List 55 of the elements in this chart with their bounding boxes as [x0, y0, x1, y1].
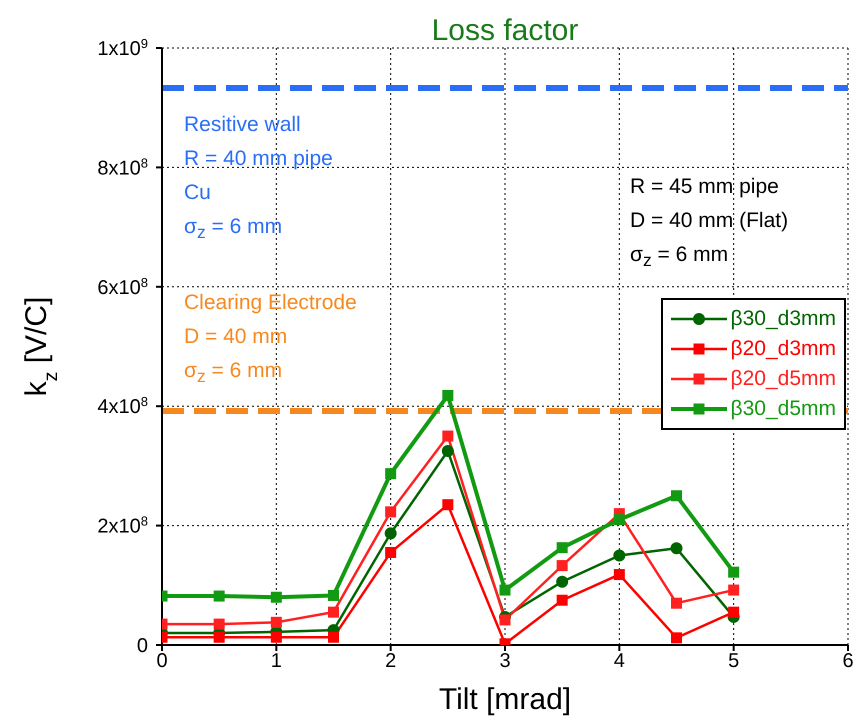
point: [270, 616, 282, 628]
point: [328, 590, 339, 601]
point: [671, 490, 682, 502]
y-tick-label: 0: [136, 635, 148, 657]
point: [385, 468, 396, 480]
x-tick-label: 2: [385, 650, 396, 672]
x-tick-label: 4: [614, 650, 625, 672]
point: [328, 606, 339, 618]
point: [270, 592, 282, 603]
point: [328, 632, 339, 643]
point: [442, 499, 454, 510]
annotation: R = 45 mm pipe D = 40 mm (Flat) σ$_{z}$ = 6 mm: [630, 174, 788, 272]
chart-title: Loss factor: [430, 14, 580, 48]
legend-label: β30_d3mm: [730, 307, 836, 331]
y-tick-label: 4x10$^{8}$: [97, 394, 148, 418]
point: [442, 444, 454, 457]
x-tick-label: 3: [499, 650, 511, 672]
point: [556, 594, 568, 606]
point: [385, 546, 396, 558]
point: [384, 527, 397, 540]
y-tick-label: 6x10$^{8}$: [97, 274, 148, 299]
point: [671, 632, 682, 644]
point: [442, 390, 454, 401]
point: [728, 584, 740, 596]
point: [214, 590, 225, 602]
point: [670, 542, 682, 554]
legend-label: β20_d5mm: [730, 367, 836, 391]
point: [728, 606, 740, 618]
point: [270, 632, 282, 643]
point: [614, 514, 625, 526]
y-tick-label: 8x10$^{8}$: [97, 154, 148, 180]
x-tick-label: 1: [270, 650, 282, 672]
x-tick-label: 5: [728, 650, 740, 672]
y-tick-label: 2x10$^{8}$: [97, 513, 148, 538]
legend-label: β20_d3mm: [730, 337, 836, 361]
point: [556, 576, 568, 588]
point: [500, 584, 510, 596]
point: [671, 598, 682, 609]
point: [556, 560, 568, 572]
point: [613, 549, 626, 562]
y-tick-label: 1x10$^{9}$: [97, 36, 148, 60]
point: [442, 430, 454, 442]
point: [214, 632, 225, 643]
x-tick-label: 6: [842, 650, 854, 672]
x-tick-label: 0: [156, 650, 168, 672]
point: [214, 618, 225, 630]
point: [500, 614, 510, 626]
legend-label: β30_d5mm: [730, 397, 836, 421]
annotation: Resitive wall R = 40 mm pipe Cu σ$_{z}$ = 6 mm: [184, 112, 333, 244]
point: [556, 542, 568, 554]
point: [385, 506, 396, 518]
point: [728, 566, 740, 578]
point: [614, 569, 625, 580]
annotation: Clearing Electrode D = 40 mm σ$_{z}$ = 6 mm: [184, 290, 357, 388]
x-axis-title: Tilt [mrad]: [438, 683, 572, 717]
